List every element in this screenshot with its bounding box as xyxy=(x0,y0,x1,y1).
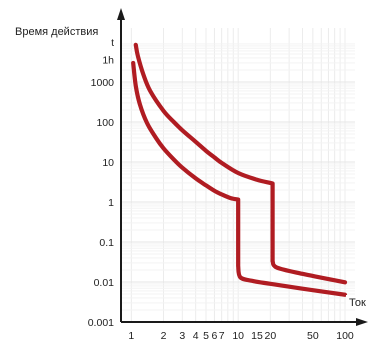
y-tick-label: 10 xyxy=(102,157,114,169)
axes xyxy=(117,8,368,326)
x-tick-label: 1 xyxy=(128,330,134,342)
y-axis-title: Время действия xyxy=(15,26,98,38)
x-tick-label: 5 xyxy=(203,330,209,342)
x-axis-arrow xyxy=(356,318,368,326)
y-tick-label: 100 xyxy=(96,117,114,129)
x-axis-title: Ток xyxy=(349,297,366,309)
x-tick-label: 50 xyxy=(307,330,319,342)
series-curve-lower xyxy=(131,60,348,297)
y-axis-title-backdrop xyxy=(10,24,118,38)
x-tick-label: 7 xyxy=(219,330,225,342)
series-group xyxy=(131,42,348,297)
x-tick-label: 100 xyxy=(336,330,354,342)
y-tick-label: 0.001 xyxy=(88,317,114,329)
x-tick-label: 3 xyxy=(179,330,185,342)
y-tick-label: 0.1 xyxy=(99,237,114,249)
y-tick-label: t xyxy=(111,37,114,49)
y-tick-label: 1000 xyxy=(91,77,115,89)
x-tick-label: 2 xyxy=(161,330,167,342)
y-tick-label: 1 xyxy=(108,197,114,209)
y-tick-labels: 0.001 0.01 0.1 1 10 100 1000 1h t xyxy=(88,37,114,329)
x-axis-title-backdrop xyxy=(346,295,369,309)
x-tick-labels: 1 2 3 4 5 6 7 10 15 20 50 100 xyxy=(128,330,353,342)
x-tick-label: 10 xyxy=(232,330,244,342)
x-tick-label: 20 xyxy=(264,330,276,342)
y-tick-label: 0.01 xyxy=(94,277,115,289)
x-tick-label: 6 xyxy=(212,330,218,342)
grid xyxy=(121,28,355,323)
x-tick-label: 4 xyxy=(193,330,199,342)
y-tick-label: 1h xyxy=(102,55,114,67)
y-axis-arrow xyxy=(117,8,125,20)
x-tick-label: 15 xyxy=(251,330,263,342)
series-curve-upper xyxy=(133,42,348,285)
